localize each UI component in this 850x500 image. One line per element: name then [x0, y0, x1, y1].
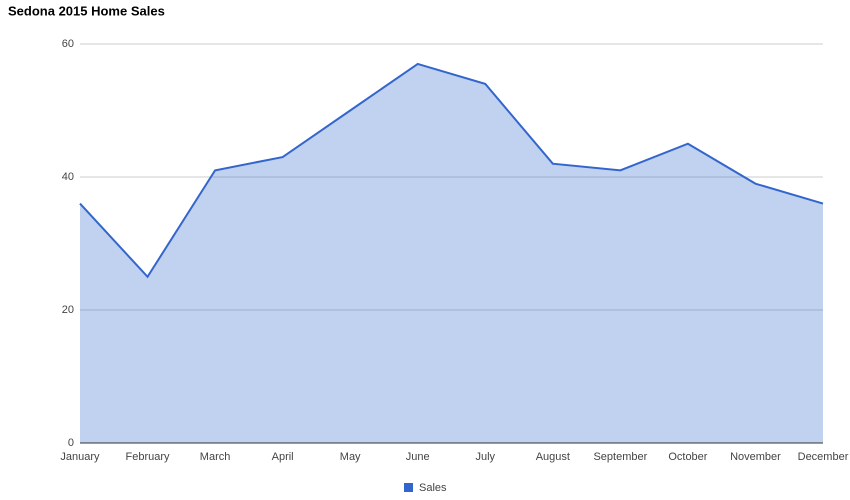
- x-tick-label: August: [536, 451, 570, 463]
- x-tick-label: June: [406, 451, 430, 463]
- x-tick-label: November: [730, 451, 781, 463]
- y-tick-label: 0: [68, 437, 74, 449]
- x-tick-label: January: [60, 451, 100, 463]
- line: [79, 62, 824, 279]
- x-tick-label: March: [200, 451, 231, 463]
- x-tick-label: September: [593, 451, 647, 463]
- x-tick-label: February: [126, 451, 171, 463]
- x-tick-label: May: [340, 451, 361, 463]
- chart-title: Sedona 2015 Home Sales: [8, 3, 165, 18]
- legend-swatch: [404, 483, 413, 492]
- area-fill: [80, 63, 823, 443]
- x-tick-label: October: [668, 451, 707, 463]
- x-tick-label: July: [475, 451, 495, 463]
- y-tick-label: 60: [62, 38, 74, 50]
- y-tick-label: 40: [62, 171, 74, 183]
- y-tick-label: 20: [62, 304, 74, 316]
- legend-label: Sales: [419, 482, 447, 494]
- x-tick-label: December: [798, 451, 849, 463]
- x-tick-label: April: [272, 451, 294, 463]
